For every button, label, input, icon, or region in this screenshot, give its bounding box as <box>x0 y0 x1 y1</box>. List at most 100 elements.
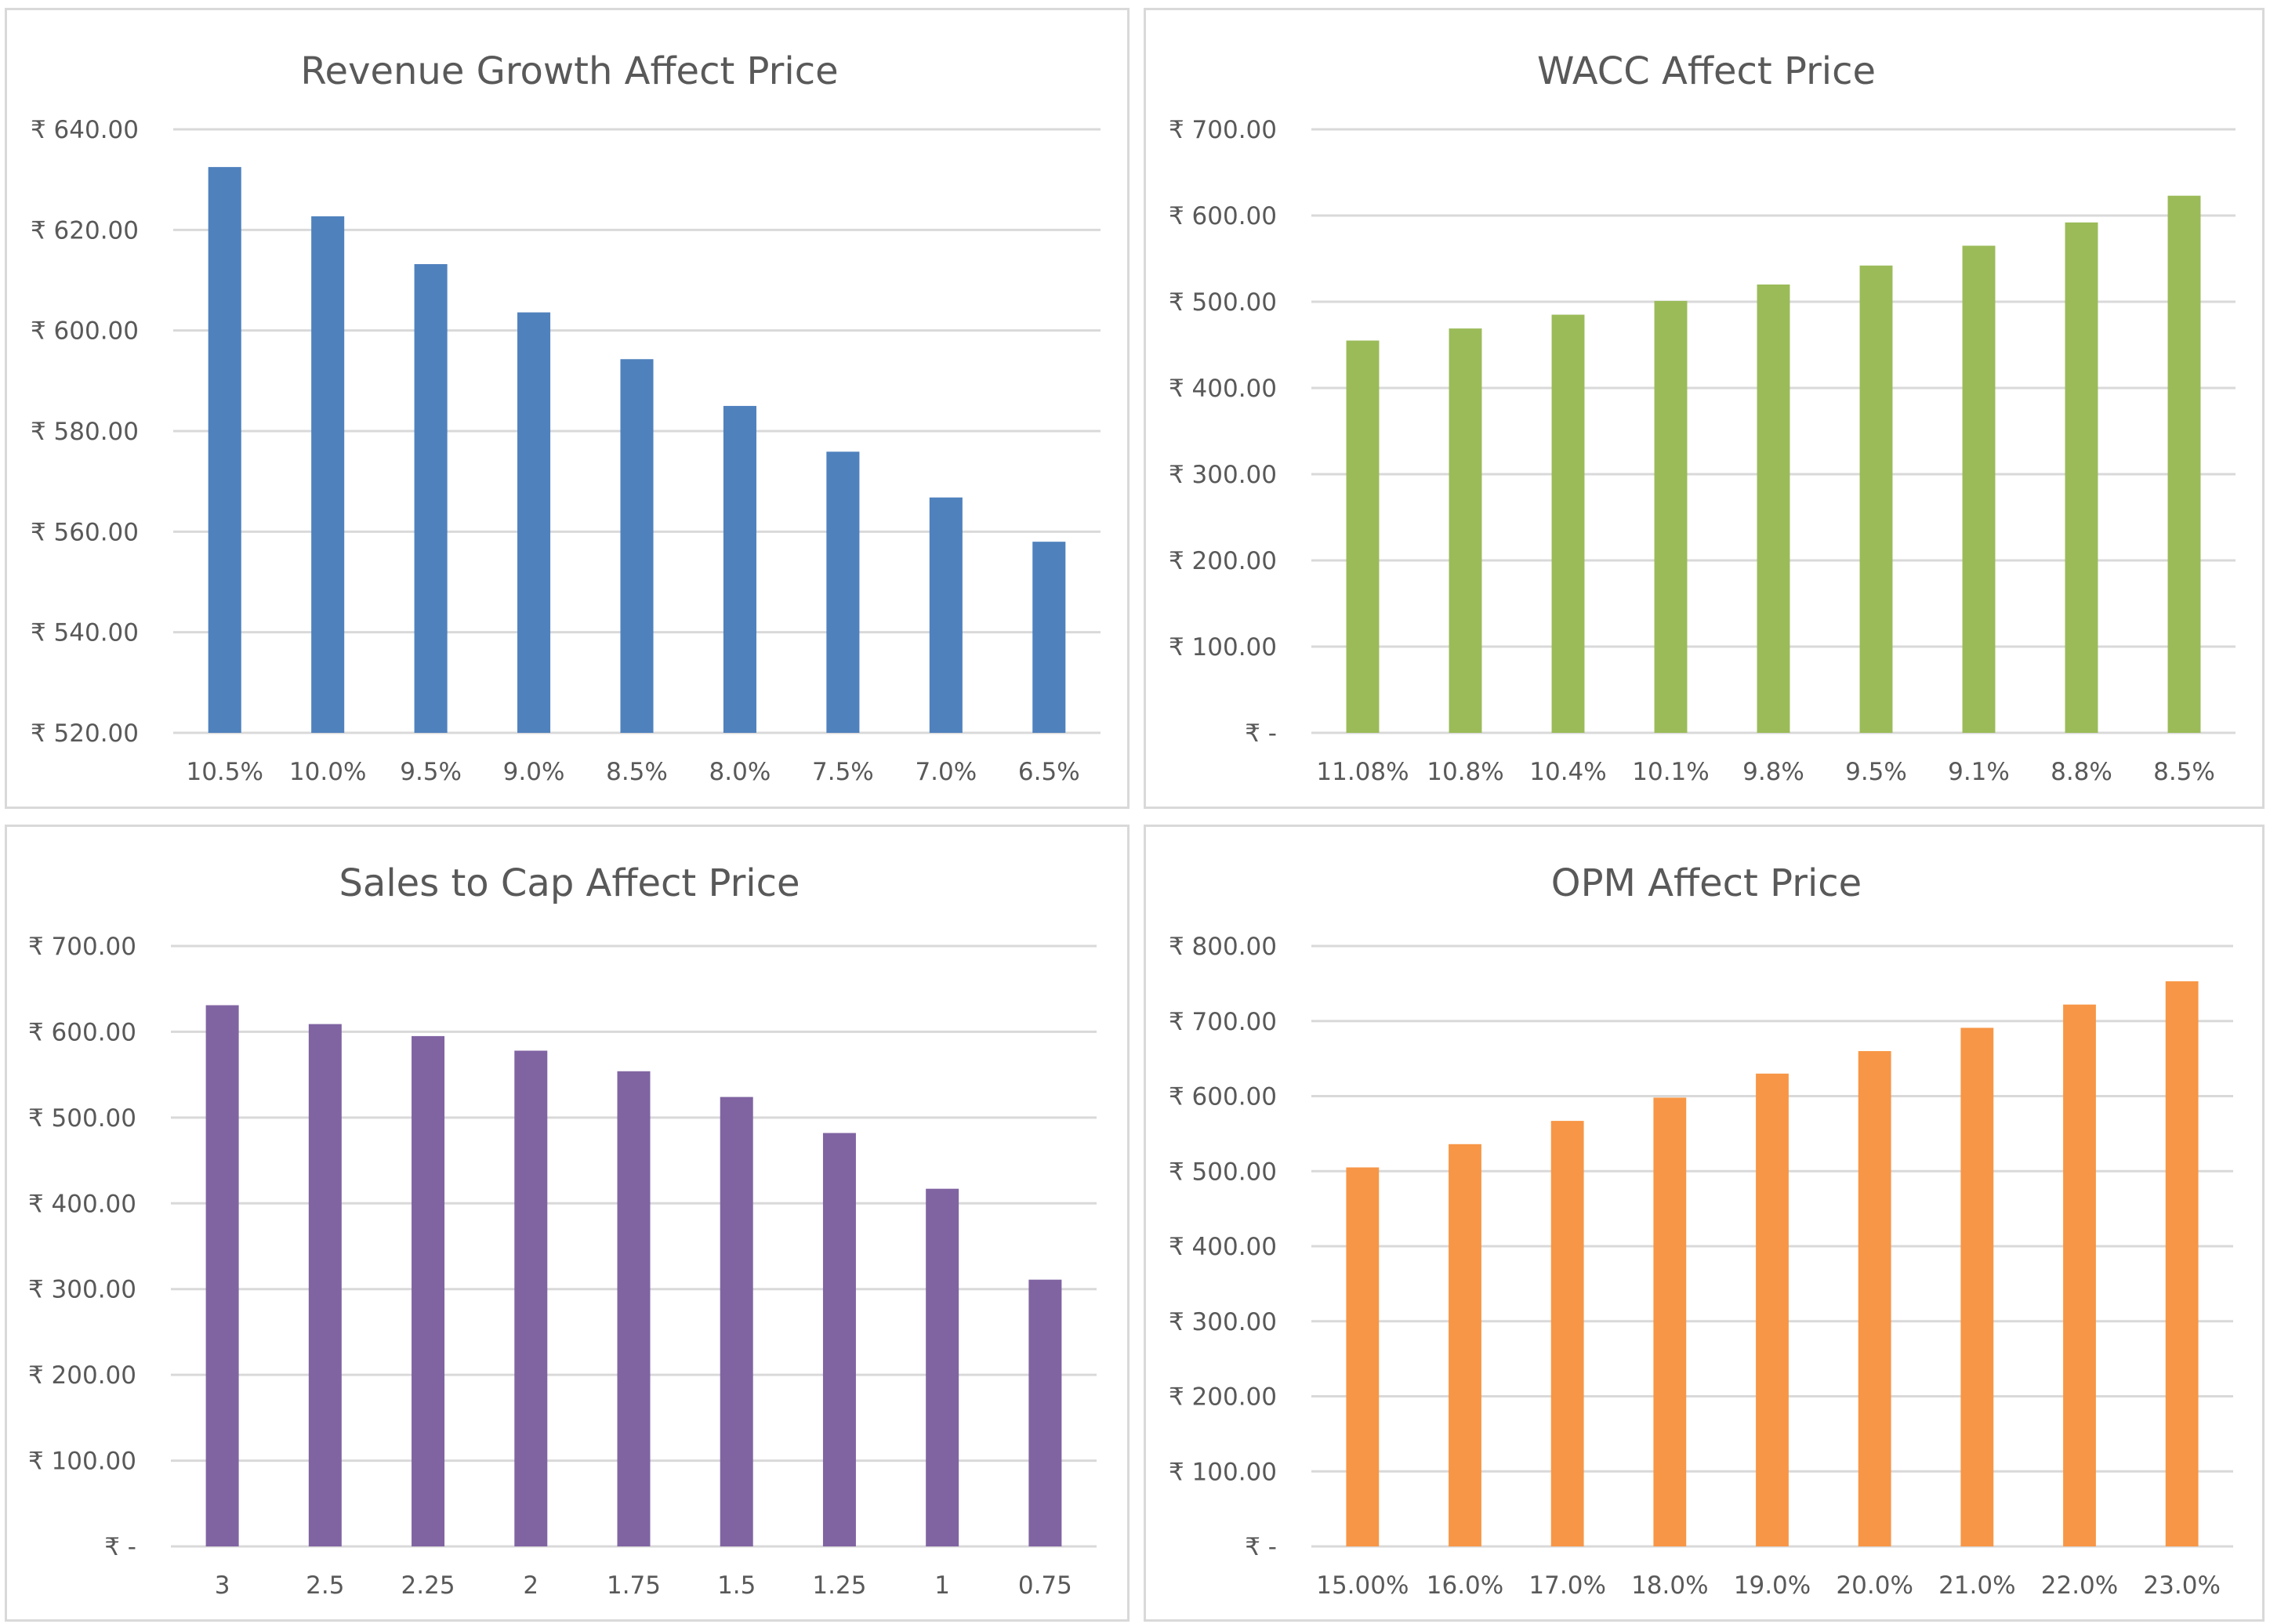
bar <box>1551 314 1585 733</box>
y-tick-label: ₹ 100.00 <box>28 1448 136 1476</box>
x-tick-label: 19.0% <box>1734 1571 1811 1600</box>
x-tick-label: 8.5% <box>2153 758 2215 786</box>
x-tick-label: 9.1% <box>1948 758 2010 786</box>
bar <box>1653 1097 1687 1546</box>
bar <box>1550 1121 1584 1546</box>
bar <box>822 1133 856 1546</box>
y-tick-label: ₹ 600.00 <box>28 1018 136 1046</box>
x-tick-label: 1.75 <box>607 1571 661 1600</box>
opm-chart-svg: OPM Affect Price ₹ - ₹ 100.00 ₹ 200.00 ₹ 300… <box>1169 861 2233 1600</box>
bar <box>620 359 654 733</box>
bar <box>929 497 963 733</box>
bar <box>1962 245 1996 733</box>
x-tick-label: 8.0% <box>709 758 771 786</box>
bar <box>1757 285 1790 733</box>
y-tick-label: ₹ 600.00 <box>1169 202 1277 230</box>
opm-chart: OPM Affect Price ₹ - ₹ 100.00 ₹ 200.00 ₹ 300… <box>1144 825 2265 1622</box>
bar <box>517 312 551 734</box>
x-tick-label: 9.0% <box>503 758 565 786</box>
bar <box>412 1035 445 1546</box>
bar <box>1028 1279 1062 1546</box>
sales-to-cap-chart-title: Sales to Cap Affect Price <box>339 861 800 905</box>
x-tick-label: 18.0% <box>1631 1571 1708 1600</box>
bar <box>720 1097 753 1546</box>
bar <box>2167 195 2201 733</box>
bar <box>1859 265 1893 733</box>
bar <box>1346 340 1380 733</box>
x-tick-label: 10.5% <box>186 758 263 786</box>
x-tick-label: 2.5 <box>306 1571 344 1600</box>
y-tick-label: ₹ 520.00 <box>31 720 139 748</box>
x-tick-label: 7.5% <box>812 758 874 786</box>
x-tick-label: 1.5 <box>717 1571 756 1600</box>
y-tick-label: ₹ 200.00 <box>1169 547 1277 575</box>
y-tick-label: ₹ 400.00 <box>1169 1233 1277 1261</box>
y-tick-label: ₹ 200.00 <box>28 1361 136 1390</box>
bar <box>311 216 345 734</box>
y-tick-label: ₹ 500.00 <box>1169 288 1277 317</box>
bar <box>2065 222 2098 733</box>
x-tick-label: 0.75 <box>1018 1571 1072 1600</box>
bar <box>308 1024 342 1546</box>
wacc-chart-svg: WACC Affect Price ₹ - ₹ 100.00 ₹ 200.00 ₹ 30… <box>1169 49 2236 786</box>
x-tick-label: 15.00% <box>1316 1571 1409 1600</box>
y-tick-label: ₹ 700.00 <box>1169 1008 1277 1036</box>
y-tick-label: ₹ 100.00 <box>1169 1458 1277 1486</box>
y-tick-label: ₹ - <box>104 1533 136 1561</box>
x-tick-label: 9.5% <box>1845 758 1907 786</box>
x-tick-label: 9.5% <box>400 758 462 786</box>
x-tick-label: 3 <box>215 1571 230 1600</box>
bar <box>2165 981 2199 1546</box>
bar <box>617 1071 651 1546</box>
x-tick-label: 8.5% <box>606 758 668 786</box>
sales-to-cap-chart: Sales to Cap Affect Price ₹ - ₹ 100.00 ₹ 20… <box>5 825 1130 1622</box>
x-tick-label: 21.0% <box>1938 1571 2015 1600</box>
wacc-chart-title: WACC Affect Price <box>1537 49 1876 93</box>
y-tick-label: ₹ 700.00 <box>28 933 136 961</box>
y-tick-label: ₹ 200.00 <box>1169 1383 1277 1412</box>
bar <box>205 1005 239 1546</box>
sales-to-cap-chart-svg: Sales to Cap Affect Price ₹ - ₹ 100.00 ₹ 20… <box>28 861 1097 1600</box>
x-tick-label: 7.0% <box>915 758 977 786</box>
bar <box>208 167 241 733</box>
y-tick-label: ₹ 300.00 <box>1169 461 1277 489</box>
bar <box>1346 1167 1380 1546</box>
y-tick-label: ₹ 800.00 <box>1169 933 1277 961</box>
y-tick-label: ₹ 300.00 <box>1169 1308 1277 1336</box>
bar <box>414 263 448 733</box>
y-tick-label: ₹ 500.00 <box>28 1104 136 1133</box>
x-tick-label: 10.1% <box>1632 758 1709 786</box>
x-tick-label: 2 <box>523 1571 538 1600</box>
x-tick-label: 2.25 <box>401 1571 455 1600</box>
y-tick-label: ₹ 400.00 <box>28 1190 136 1218</box>
x-tick-label: 1.25 <box>812 1571 866 1600</box>
y-tick-label: ₹ 100.00 <box>1169 633 1277 662</box>
revenue-growth-chart-svg: Revenue Growth Affect Price ₹ 520.00 ₹ 540… <box>31 49 1101 786</box>
y-tick-label: ₹ 540.00 <box>31 619 139 647</box>
x-tick-label: 6.5% <box>1018 758 1080 786</box>
y-tick-label: ₹ 600.00 <box>31 317 139 346</box>
x-tick-label: 16.0% <box>1427 1571 1503 1600</box>
x-tick-label: 10.0% <box>289 758 366 786</box>
x-tick-label: 10.4% <box>1529 758 1606 786</box>
y-tick-label: ₹ - <box>1245 720 1277 748</box>
revenue-growth-chart-title: Revenue Growth Affect Price <box>300 49 838 93</box>
bar <box>1960 1028 1994 1546</box>
bar <box>2063 1004 2096 1546</box>
y-tick-label: ₹ 580.00 <box>31 418 139 446</box>
bar <box>1858 1051 1891 1546</box>
x-tick-label: 17.0% <box>1528 1571 1605 1600</box>
bar <box>1756 1073 1789 1546</box>
bar <box>1449 1144 1481 1546</box>
bar <box>1032 542 1066 733</box>
y-tick-label: ₹ 700.00 <box>1169 116 1277 144</box>
x-tick-label: 8.8% <box>2051 758 2112 786</box>
x-tick-label: 1 <box>934 1571 950 1600</box>
opm-chart-title: OPM Affect Price <box>1551 861 1862 905</box>
x-tick-label: 11.08% <box>1316 758 1409 786</box>
wacc-chart: WACC Affect Price ₹ - ₹ 100.00 ₹ 200.00 ₹ 30… <box>1144 8 2265 809</box>
x-tick-label: 22.0% <box>2041 1571 2118 1600</box>
y-tick-label: ₹ 300.00 <box>28 1276 136 1304</box>
bar <box>514 1050 548 1546</box>
bar <box>723 405 756 733</box>
